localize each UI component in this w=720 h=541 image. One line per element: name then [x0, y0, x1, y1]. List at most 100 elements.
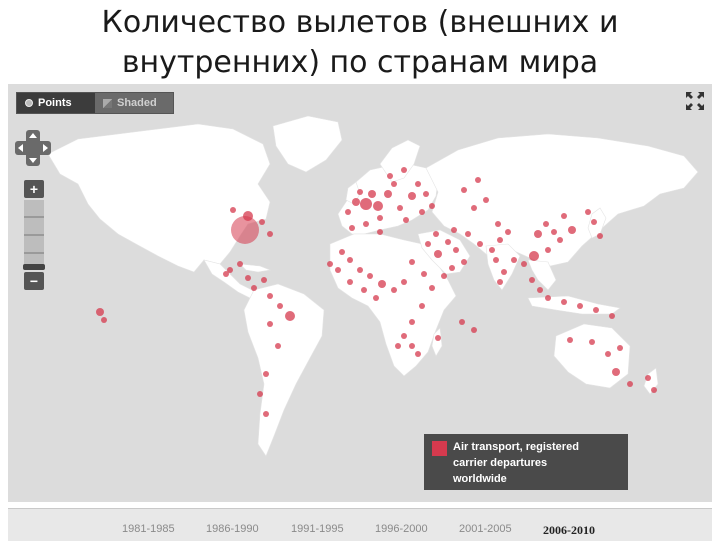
departure-point[interactable] — [585, 209, 591, 215]
departure-point[interactable] — [408, 192, 416, 200]
departure-point[interactable] — [461, 187, 467, 193]
period-1996-2000[interactable]: 1996-2000 — [375, 523, 428, 535]
departure-point[interactable] — [561, 213, 567, 219]
period-timeline[interactable]: 1981-1985 1986-1990 1991-1995 1996-2000 … — [8, 508, 712, 541]
period-1991-1995[interactable]: 1991-1995 — [291, 523, 344, 535]
zoom-in-button[interactable]: + — [24, 180, 44, 198]
departure-point[interactable] — [403, 217, 409, 223]
departure-point[interactable] — [534, 230, 542, 238]
departure-point[interactable] — [363, 221, 369, 227]
departure-point[interactable] — [231, 216, 259, 244]
departure-point[interactable] — [589, 339, 595, 345]
departure-point[interactable] — [495, 221, 501, 227]
departure-point[interactable] — [497, 237, 503, 243]
period-2006-2010[interactable]: 2006-2010 — [543, 523, 595, 537]
departure-point[interactable] — [423, 191, 429, 197]
departure-point[interactable] — [471, 327, 477, 333]
departure-point[interactable] — [568, 226, 576, 234]
departure-point[interactable] — [421, 271, 427, 277]
period-1981-1985[interactable]: 1981-1985 — [122, 523, 175, 535]
departure-point[interactable] — [230, 207, 236, 213]
departure-point[interactable] — [401, 279, 407, 285]
departure-point[interactable] — [243, 211, 253, 221]
departure-point[interactable] — [511, 257, 517, 263]
departure-point[interactable] — [505, 229, 511, 235]
departure-point[interactable] — [251, 285, 257, 291]
departure-point[interactable] — [453, 247, 459, 253]
departure-point[interactable] — [501, 269, 507, 275]
departure-point[interactable] — [537, 287, 543, 293]
departure-point[interactable] — [285, 311, 295, 321]
departure-point[interactable] — [529, 277, 535, 283]
departure-point[interactable] — [327, 261, 333, 267]
departure-point[interactable] — [419, 303, 425, 309]
departure-point[interactable] — [593, 307, 599, 313]
departure-point[interactable] — [397, 205, 403, 211]
departure-point[interactable] — [497, 279, 503, 285]
departure-point[interactable] — [591, 219, 597, 225]
departure-point[interactable] — [433, 231, 439, 237]
departure-point[interactable] — [567, 337, 573, 343]
departure-point[interactable] — [360, 198, 372, 210]
departure-point[interactable] — [483, 197, 489, 203]
departure-point[interactable] — [445, 239, 451, 245]
departure-point[interactable] — [357, 267, 363, 273]
zoom-slider-handle[interactable] — [23, 264, 45, 270]
departure-point[interactable] — [435, 335, 441, 341]
departure-point[interactable] — [387, 173, 393, 179]
departure-point[interactable] — [373, 201, 383, 211]
departure-point[interactable] — [391, 181, 397, 187]
departure-point[interactable] — [441, 273, 447, 279]
departure-point[interactable] — [101, 317, 107, 323]
departure-point[interactable] — [352, 198, 360, 206]
departure-point[interactable] — [96, 308, 104, 316]
display-mode-toggle[interactable]: Points Shaded — [16, 92, 174, 114]
zoom-out-button[interactable]: − — [24, 272, 44, 290]
departure-point[interactable] — [451, 227, 457, 233]
period-2001-2005[interactable]: 2001-2005 — [459, 523, 512, 535]
departure-point[interactable] — [401, 167, 407, 173]
departure-point[interactable] — [378, 280, 386, 288]
departure-point[interactable] — [245, 275, 251, 281]
departure-point[interactable] — [345, 209, 351, 215]
departure-point[interactable] — [227, 267, 233, 273]
departure-point[interactable] — [477, 241, 483, 247]
departure-point[interactable] — [261, 277, 267, 283]
departure-point[interactable] — [409, 343, 415, 349]
departure-point[interactable] — [257, 391, 263, 397]
departure-point[interactable] — [557, 237, 563, 243]
departure-point[interactable] — [529, 251, 539, 261]
departure-point[interactable] — [651, 387, 657, 393]
departure-point[interactable] — [429, 203, 435, 209]
departure-point[interactable] — [237, 261, 243, 267]
departure-point[interactable] — [401, 333, 407, 339]
pan-control[interactable] — [15, 130, 51, 166]
departure-point[interactable] — [545, 247, 551, 253]
world-map[interactable]: Points Shaded + − — [8, 84, 712, 502]
points-mode-button[interactable]: Points — [17, 93, 95, 113]
departure-point[interactable] — [267, 293, 273, 299]
departure-point[interactable] — [377, 229, 383, 235]
departure-point[interactable] — [617, 345, 623, 351]
departure-point[interactable] — [267, 321, 273, 327]
departure-point[interactable] — [609, 313, 615, 319]
departure-point[interactable] — [645, 375, 651, 381]
departure-point[interactable] — [493, 257, 499, 263]
zoom-control[interactable]: + − — [23, 180, 45, 290]
departure-point[interactable] — [459, 319, 465, 325]
departure-point[interactable] — [357, 189, 363, 195]
departure-point[interactable] — [415, 181, 421, 187]
zoom-slider[interactable] — [23, 200, 45, 270]
departure-point[interactable] — [577, 303, 583, 309]
departure-point[interactable] — [471, 205, 477, 211]
departure-point[interactable] — [409, 259, 415, 265]
departure-point[interactable] — [347, 279, 353, 285]
departure-point[interactable] — [543, 221, 549, 227]
departure-point[interactable] — [475, 177, 481, 183]
period-1986-1990[interactable]: 1986-1990 — [206, 523, 259, 535]
departure-point[interactable] — [277, 303, 283, 309]
departure-point[interactable] — [263, 411, 269, 417]
departure-point[interactable] — [561, 299, 567, 305]
departure-point[interactable] — [349, 225, 355, 231]
departure-point[interactable] — [275, 343, 281, 349]
